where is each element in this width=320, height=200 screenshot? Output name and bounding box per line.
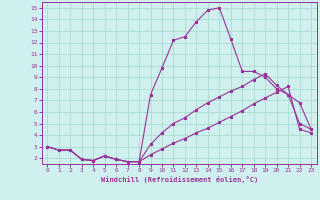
X-axis label: Windchill (Refroidissement éolien,°C): Windchill (Refroidissement éolien,°C) [100,176,258,183]
